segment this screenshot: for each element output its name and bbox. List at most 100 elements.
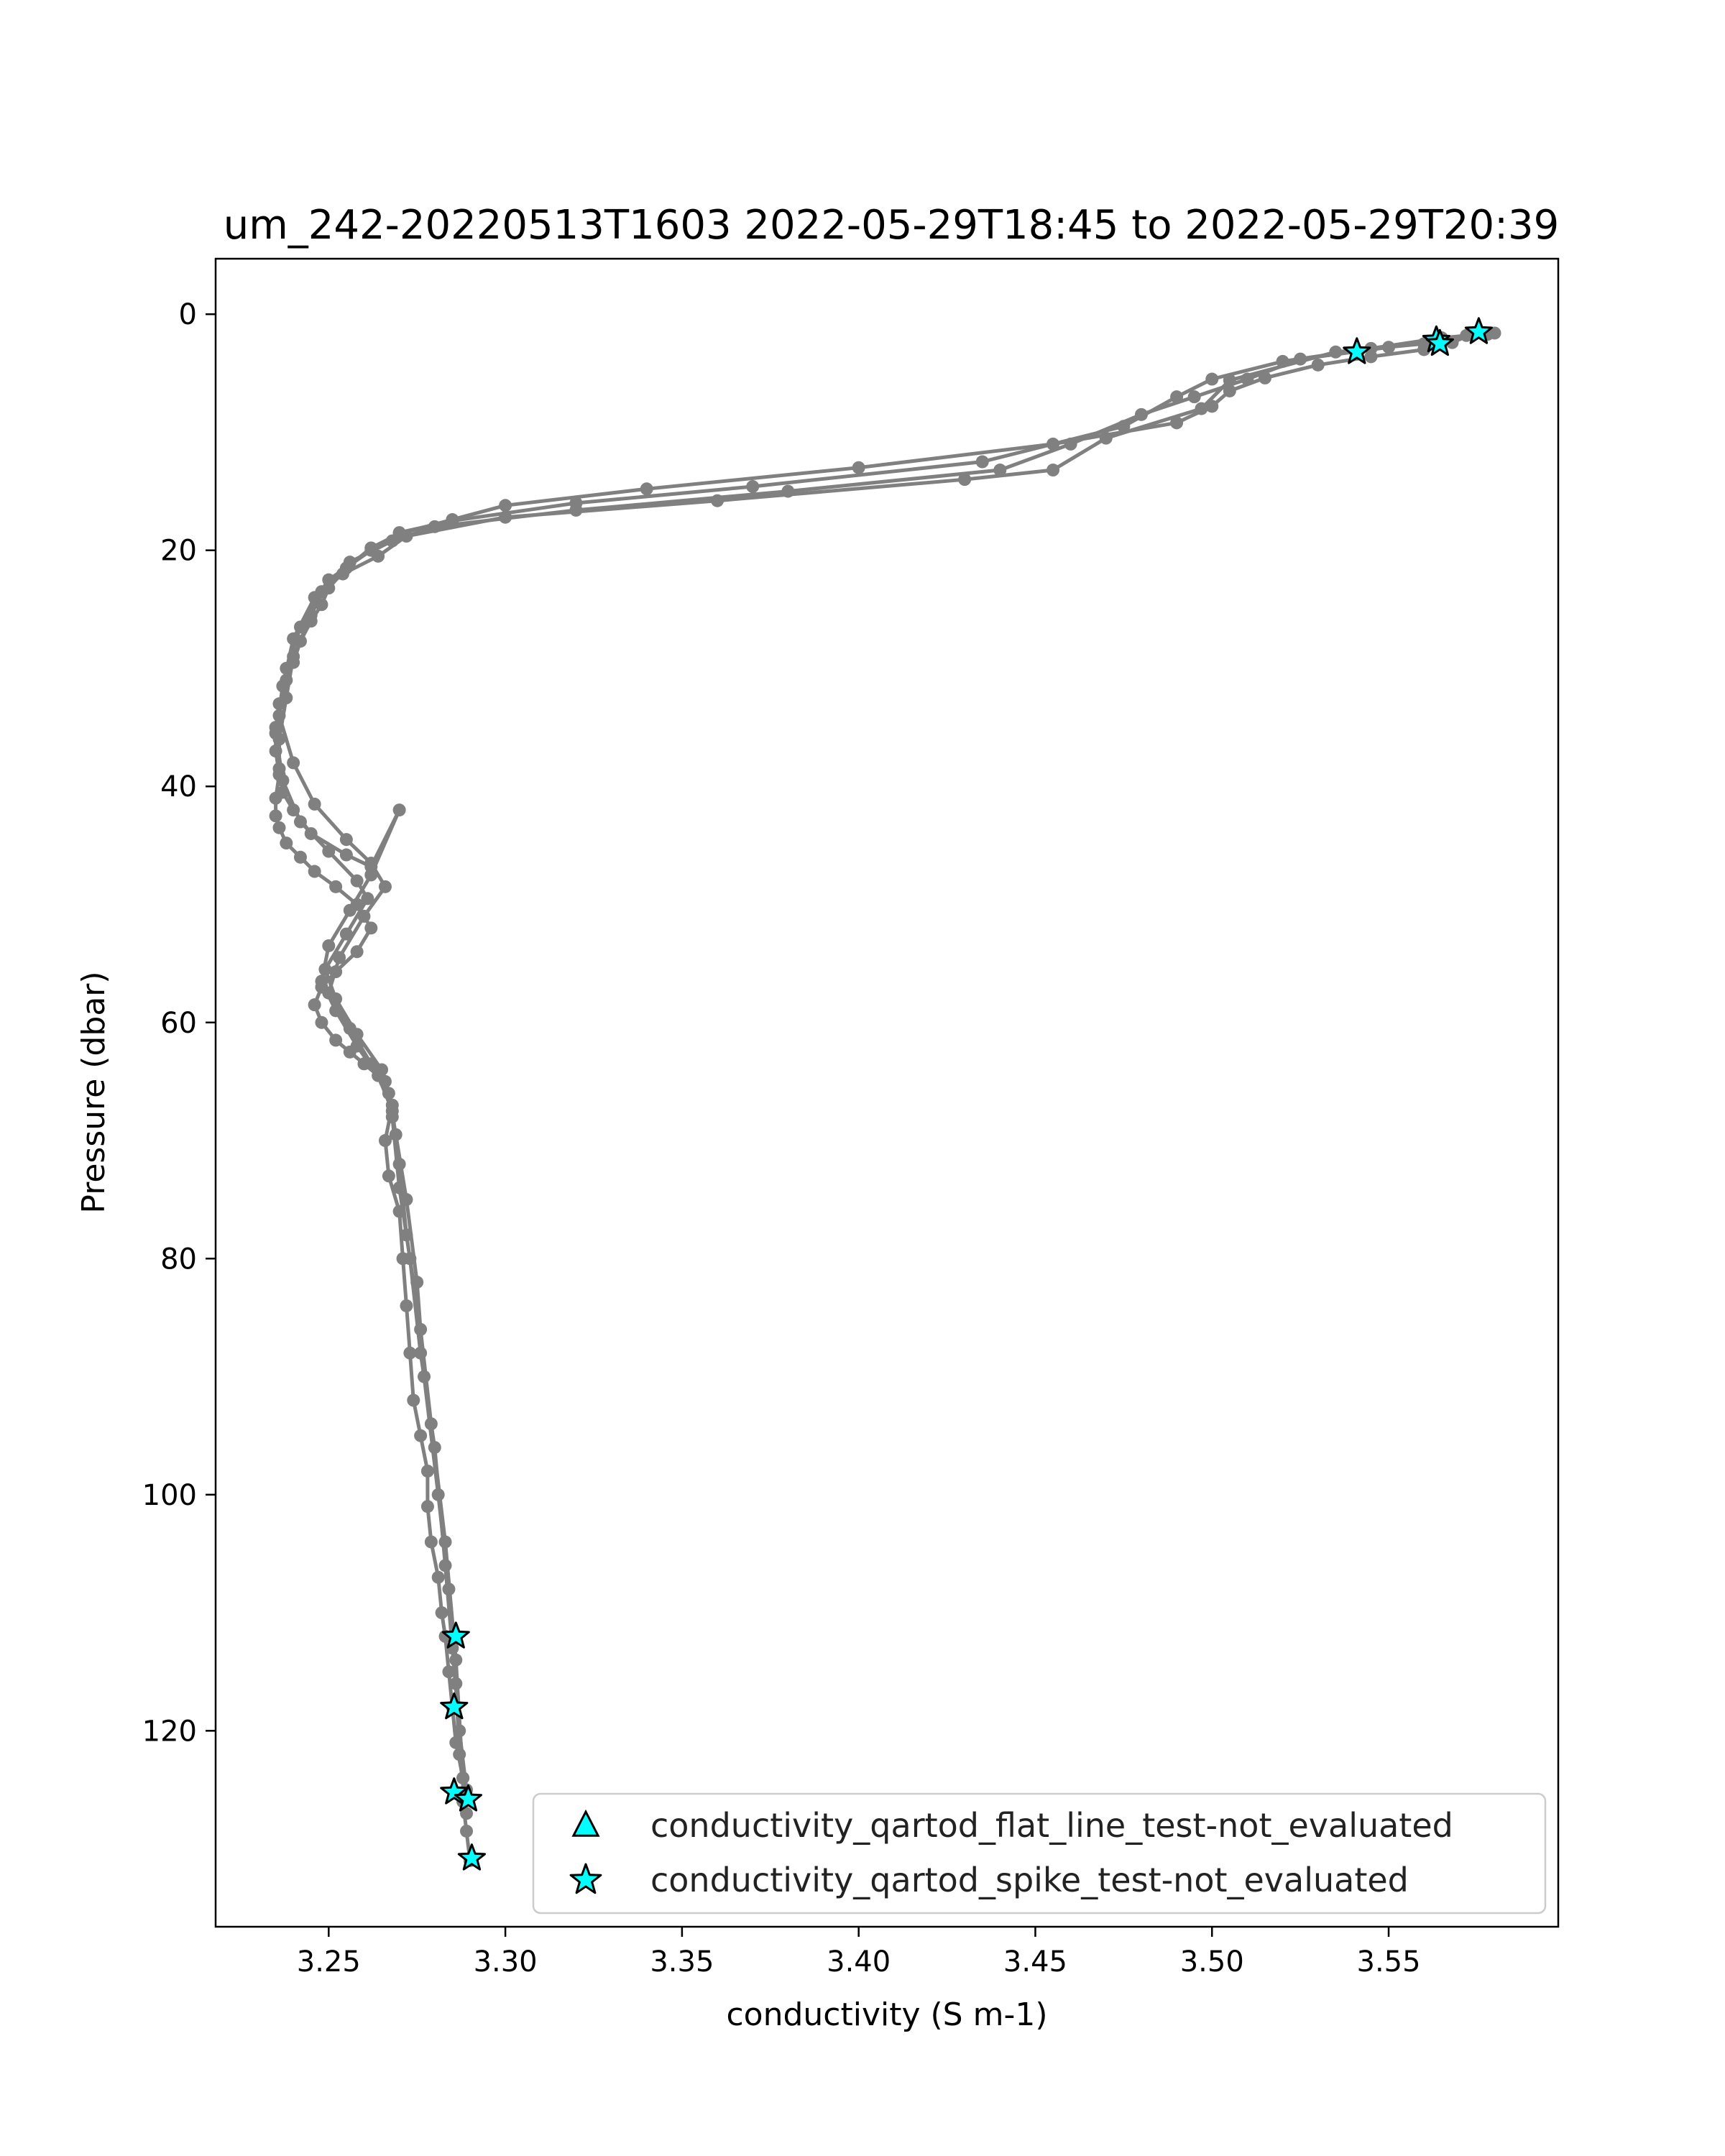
profile-point [400,530,413,543]
profile-point [1170,416,1184,430]
plot-area-frame [214,257,1560,1928]
profile-point [269,727,282,740]
profile-point [1329,345,1343,359]
profile-point [329,992,343,1005]
profile-point [460,1824,474,1838]
profile-point [993,464,1007,477]
profile-point [403,1252,417,1266]
profile-point [1187,390,1201,404]
profile-point [1099,431,1113,445]
profile-point [308,998,321,1012]
legend-triangle-marker [571,1809,600,1837]
profile-point [1223,374,1236,387]
profile-point [322,844,336,858]
profile-point [711,494,724,507]
y-tick-label: 40 [160,770,197,803]
x-axis-label: conductivity (S m-1) [726,1996,1047,2033]
spike-flag-marker [454,1784,482,1812]
chart-title: um_242-20220513T1603 2022-05-29T18:45 to… [224,202,1560,249]
profile-point [272,821,286,834]
profile-point [378,1134,392,1148]
profile-point [329,1033,343,1047]
profile-point [424,1535,438,1549]
profile-point [269,809,282,823]
legend-entries: conductivity_qartod_flat_line_test-not_e… [569,1806,1453,1899]
legend-label: conductivity_qartod_flat_line_test-not_e… [650,1806,1453,1845]
y-tick-label: 20 [160,535,197,568]
y-tick-label: 100 [142,1479,197,1512]
profile-point [280,837,293,850]
profile-line [274,332,1489,1790]
legend-box [532,1792,1547,1915]
profile-point [428,1441,441,1455]
profile-point [403,1346,417,1360]
spike-flag-marker [1425,328,1454,356]
profile-point [350,1028,364,1041]
profile-point [958,473,972,487]
profile-point [400,1299,413,1312]
spike-flag-marker [440,1692,469,1720]
y-axis: 0 20 40 60 80 100 120 [142,298,216,1748]
profile-point [499,510,512,524]
profile-point [1205,372,1219,386]
profile-point [339,848,353,862]
profile-point [315,975,328,988]
profile-point [308,865,321,878]
profile-point [322,939,336,952]
profile-point [308,797,321,811]
profile-point [420,1464,434,1478]
y-tick-label: 120 [142,1715,197,1748]
legend-star-marker [569,1863,602,1894]
y-tick-label: 60 [160,1007,197,1040]
y-axis-label: Pressure (dbar) [75,971,112,1213]
profile-point [375,1063,389,1077]
x-tick-label: 3.40 [827,1945,891,1978]
y-tick-label: 0 [179,298,197,331]
flag-layer [440,317,1493,1871]
profile-point [499,499,512,512]
profile-point [287,756,300,770]
profile-point [852,461,865,474]
series-layer [269,325,1501,1868]
profile-point [414,1346,428,1360]
profile-point [364,921,378,935]
profile-point [453,1724,466,1738]
x-tick-label: 3.50 [1180,1945,1244,1978]
profile-point [392,803,406,817]
profile-point [293,850,307,864]
profile-point [343,556,356,569]
profile-point [378,880,392,893]
profile-point [420,1500,434,1514]
profile-point [350,874,364,888]
profile-point [336,567,349,581]
spike-flag-marker [440,1777,469,1805]
profile-point [407,1393,420,1407]
x-tick-label: 3.25 [297,1945,361,1978]
legend-label: conductivity_qartod_spike_test-not_evalu… [650,1861,1409,1899]
profile-point [318,962,332,976]
spike-flag-marker [457,1843,486,1871]
profile-point [308,591,321,604]
profile-point [1046,464,1060,477]
x-tick-label: 3.35 [650,1945,714,1978]
profile-point [293,815,307,829]
profile-point [438,1559,452,1572]
x-tick-label: 3.30 [474,1945,538,1978]
profile-point [287,632,300,645]
profile-point [442,1665,456,1679]
profile-point [372,549,385,563]
profile-point [746,480,760,494]
x-tick-label: 3.55 [1357,1945,1421,1978]
profile-point [382,1169,395,1183]
spike-flag-marker [441,1621,470,1649]
profile-point [276,774,290,788]
profile-point [315,1015,328,1029]
profile-point [361,892,374,906]
x-tick-label: 3.45 [1003,1945,1067,1978]
legend: conductivity_qartod_flat_line_test-not_e… [532,1792,1547,1915]
profile-point [350,945,364,959]
profile-point [431,1570,445,1584]
spike-flag-marker [1464,317,1493,344]
profile-point [364,857,378,870]
